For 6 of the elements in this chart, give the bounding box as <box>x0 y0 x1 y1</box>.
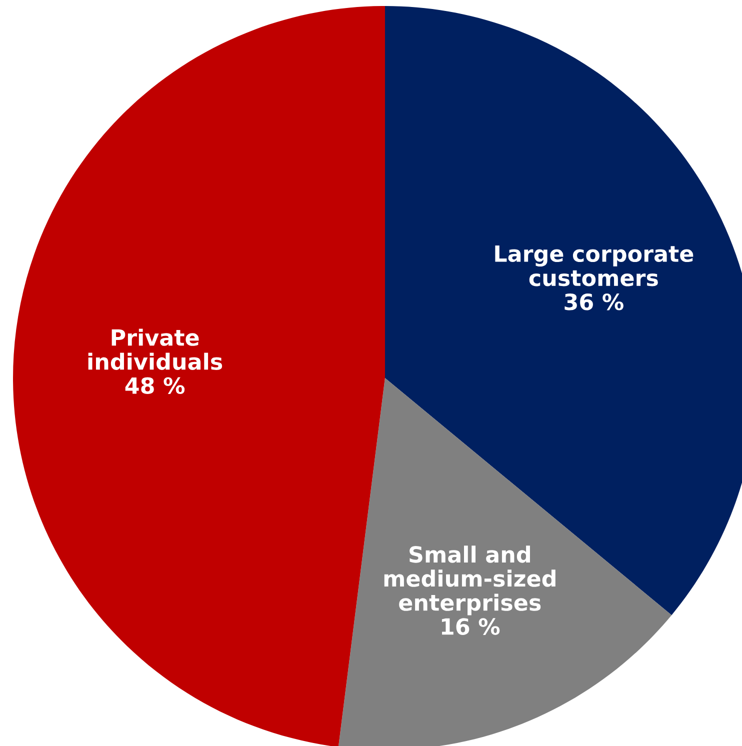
slice-label: Private individuals <box>88 328 222 370</box>
data-label: 48 % <box>125 377 185 394</box>
data-label: 36 % <box>564 293 624 310</box>
slice-label: Small and medium-sized enterprises <box>384 546 556 616</box>
slice-label: Large corporate customers <box>495 246 694 286</box>
data-label: 16 % <box>442 618 500 635</box>
